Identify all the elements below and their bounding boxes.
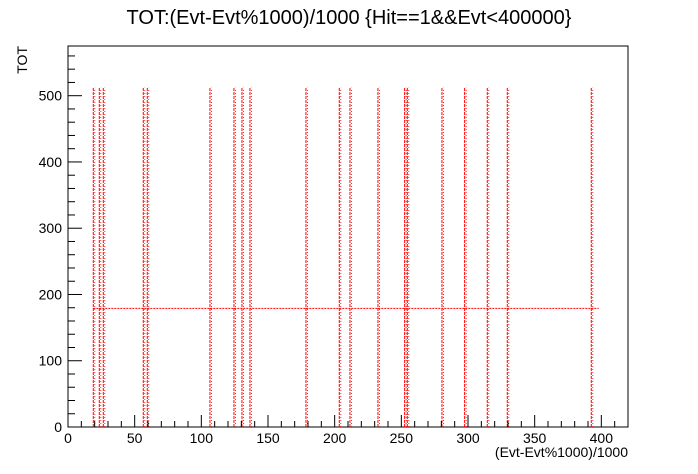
x-tick-label: 100	[190, 430, 214, 446]
y-tick-label: 100	[39, 353, 63, 369]
y-tick-label: 400	[39, 154, 63, 170]
y-axis: 0 100 200 300 400 500	[39, 55, 82, 435]
x-tick-label: 400	[590, 430, 614, 446]
y-tick-label: 500	[39, 88, 63, 104]
x-tick-label: 350	[523, 430, 547, 446]
x-tick-label: 200	[323, 430, 347, 446]
x-tick-label: 300	[456, 430, 480, 446]
x-tick-label: 150	[256, 430, 280, 446]
chart-title: TOT:(Evt-Evt%1000)/1000 {Hit==1&&Evt<400…	[127, 7, 572, 29]
x-tick-label: 50	[127, 430, 143, 446]
x-axis-label: (Evt-Evt%1000)/1000	[495, 444, 628, 460]
x-tick-label: 250	[390, 430, 414, 446]
data-points	[92, 87, 599, 427]
y-tick-label: 0	[54, 419, 62, 435]
x-tick-label: 0	[64, 430, 72, 446]
y-tick-label: 300	[39, 220, 63, 236]
y-axis-label: TOT	[14, 46, 30, 74]
y-tick-label: 200	[39, 286, 63, 302]
x-axis: 0 50 100 150 200 250 300 350 400	[64, 415, 629, 446]
plot-frame	[67, 45, 629, 428]
